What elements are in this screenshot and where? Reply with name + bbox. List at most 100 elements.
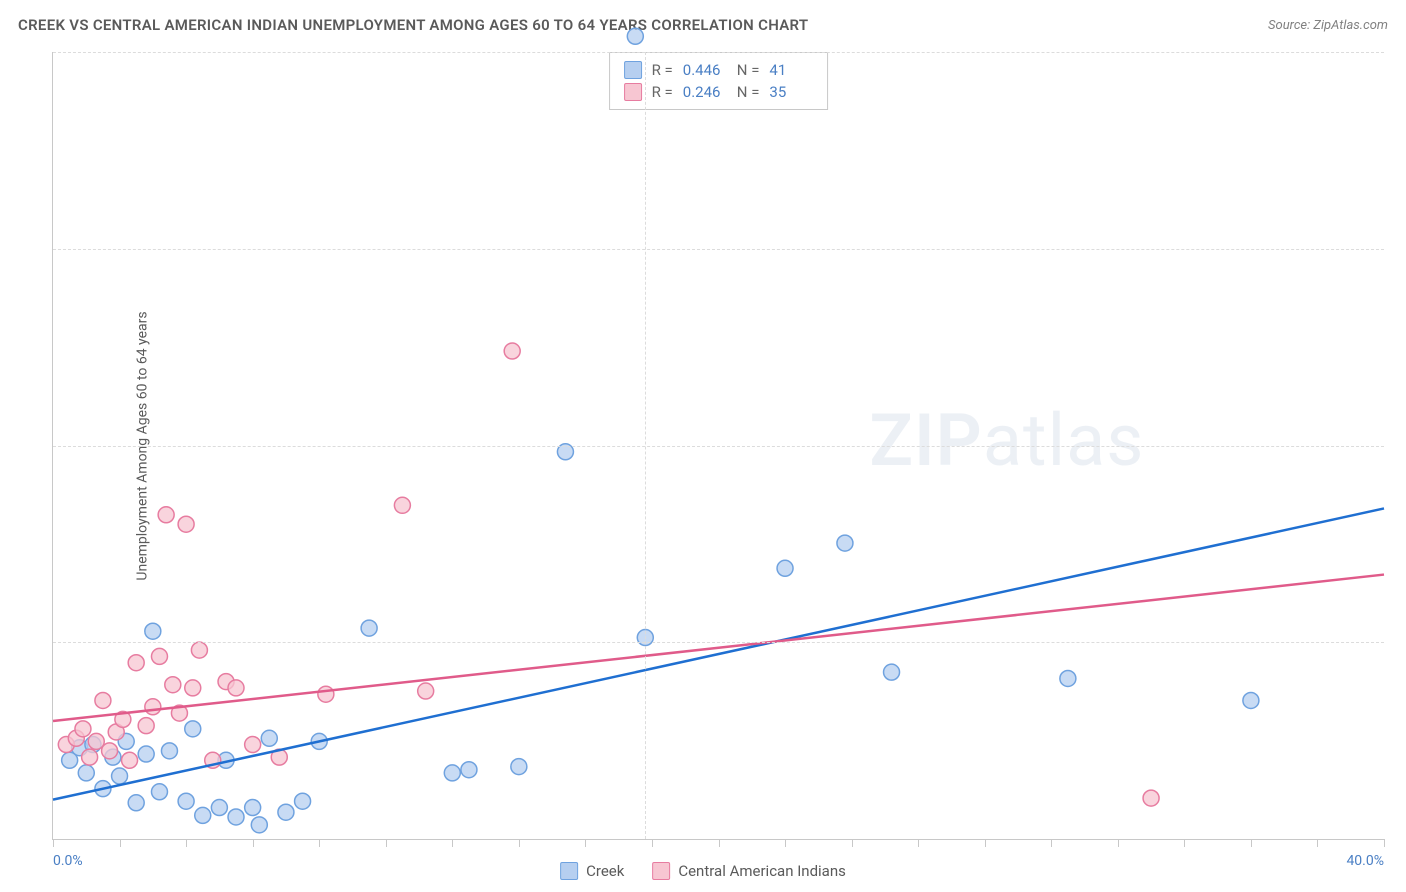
x-tick (652, 839, 653, 847)
x-tick (1251, 839, 1252, 847)
x-tick (319, 839, 320, 847)
grid-line-horizontal (53, 52, 1384, 53)
series-swatch (560, 862, 578, 880)
source-label: Source: ZipAtlas.com (1268, 18, 1388, 33)
data-point (504, 343, 520, 359)
y-tick-label: 25.0% (1389, 438, 1406, 454)
y-tick-label: 12.5% (1389, 634, 1406, 650)
r-label: R = (652, 83, 673, 101)
data-point (318, 686, 334, 702)
data-point (158, 507, 174, 523)
x-tick (585, 839, 586, 847)
data-point (261, 730, 277, 746)
x-tick (1384, 839, 1385, 847)
data-point (295, 793, 311, 809)
data-point (185, 680, 201, 696)
data-point (102, 743, 118, 759)
data-point (112, 768, 128, 784)
data-point (228, 809, 244, 825)
x-tick (1118, 839, 1119, 847)
data-point (1060, 670, 1076, 686)
data-point (361, 620, 377, 636)
data-point (191, 642, 207, 658)
data-point (394, 497, 410, 513)
x-tick (719, 839, 720, 847)
x-tick (120, 839, 121, 847)
data-point (1143, 790, 1159, 806)
data-point (128, 795, 144, 811)
data-point (444, 765, 460, 781)
x-tick (253, 839, 254, 847)
data-point (511, 759, 527, 775)
data-point (82, 749, 98, 765)
grid-line-vertical (645, 52, 646, 839)
data-point (145, 623, 161, 639)
legend-label: Creek (586, 862, 624, 880)
x-tick (1317, 839, 1318, 847)
series-swatch (624, 83, 642, 101)
r-value: 0.446 (683, 61, 727, 79)
x-tick-label: 40.0% (1346, 853, 1384, 869)
y-tick-label: 50.0% (1389, 44, 1406, 60)
data-point (461, 762, 477, 778)
trend-line (53, 508, 1384, 799)
grid-line-horizontal (53, 446, 1384, 447)
x-tick (186, 839, 187, 847)
trend-line (53, 575, 1384, 721)
data-point (777, 560, 793, 576)
data-point (627, 28, 643, 44)
data-point (161, 743, 177, 759)
data-point (78, 765, 94, 781)
stats-row: R = 0.246 N = 35 (624, 81, 814, 103)
data-point (211, 800, 227, 816)
data-point (178, 793, 194, 809)
plot-area: ZIPatlas R =0.446N =41R =0.246N =35 12.5… (52, 52, 1384, 840)
title-bar: CREEK VS CENTRAL AMERICAN INDIAN UNEMPLO… (18, 16, 1388, 34)
x-tick (452, 839, 453, 847)
data-point (245, 800, 261, 816)
legend-item: Central American Indians (652, 862, 846, 880)
data-point (418, 683, 434, 699)
n-value: 35 (769, 83, 813, 101)
x-tick (53, 839, 54, 847)
x-tick (519, 839, 520, 847)
data-point (228, 680, 244, 696)
data-point (95, 692, 111, 708)
data-point (837, 535, 853, 551)
x-tick (852, 839, 853, 847)
stats-row: R = 0.446 N = 41 (624, 59, 814, 81)
data-point (128, 655, 144, 671)
chart-title: CREEK VS CENTRAL AMERICAN INDIAN UNEMPLO… (18, 16, 808, 34)
data-point (145, 699, 161, 715)
data-point (884, 664, 900, 680)
r-label: R = (652, 61, 673, 79)
x-tick (785, 839, 786, 847)
n-label: N = (737, 83, 760, 101)
data-point (75, 721, 91, 737)
n-value: 41 (769, 61, 813, 79)
x-tick (386, 839, 387, 847)
x-tick (1051, 839, 1052, 847)
data-point (151, 784, 167, 800)
data-point (122, 752, 138, 768)
data-point (195, 807, 211, 823)
data-point (165, 677, 181, 693)
grid-line-horizontal (53, 642, 1384, 643)
data-point (251, 817, 267, 833)
series-swatch (652, 862, 670, 880)
data-point (151, 648, 167, 664)
series-swatch (624, 61, 642, 79)
x-tick (985, 839, 986, 847)
stats-box: R = 0.446 N = 41 R = 0.246 N = 35 (609, 52, 829, 110)
legend-item: Creek (560, 862, 624, 880)
legend-label: Central American Indians (678, 862, 846, 880)
n-label: N = (737, 61, 760, 79)
x-tick (918, 839, 919, 847)
data-point (138, 718, 154, 734)
data-point (138, 746, 154, 762)
grid-line-horizontal (53, 249, 1384, 250)
bottom-legend: Creek Central American Indians (560, 862, 846, 880)
x-tick (1184, 839, 1185, 847)
data-point (245, 737, 261, 753)
r-value: 0.246 (683, 83, 727, 101)
